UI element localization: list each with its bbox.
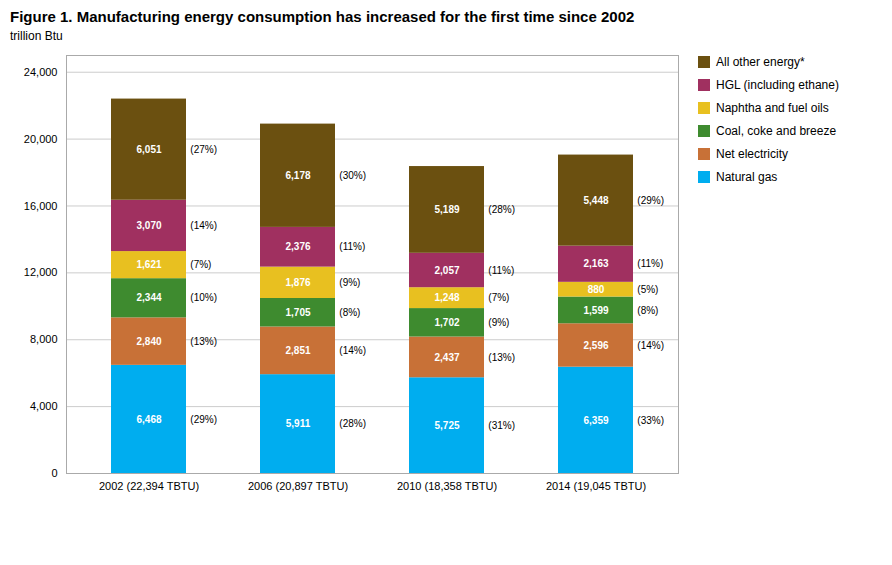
html-text:All other energy*: All other energy* xyxy=(716,55,805,69)
svg-text:1,621: 1,621 xyxy=(136,259,161,270)
svg-text:16,000: 16,000 xyxy=(24,200,58,212)
svg-text:2,344: 2,344 xyxy=(136,292,161,303)
svg-text:(8%): (8%) xyxy=(637,305,658,316)
svg-text:2,437: 2,437 xyxy=(434,352,459,363)
svg-text:6,178: 6,178 xyxy=(285,170,310,181)
svg-text:6,051: 6,051 xyxy=(136,144,161,155)
html-text:Coal, coke and breeze: Coal, coke and breeze xyxy=(716,124,837,138)
svg-text:(14%): (14%) xyxy=(637,340,664,351)
svg-text:2014 (19,045 TBTU): 2014 (19,045 TBTU) xyxy=(546,480,646,492)
svg-text:(13%): (13%) xyxy=(190,336,217,347)
svg-text:6,359: 6,359 xyxy=(583,415,608,426)
svg-text:(14%): (14%) xyxy=(339,345,366,356)
html-text:Net electricity: Net electricity xyxy=(716,147,788,161)
svg-text:2,851: 2,851 xyxy=(285,345,310,356)
svg-text:24,000: 24,000 xyxy=(24,66,58,78)
svg-text:2,596: 2,596 xyxy=(583,340,608,351)
svg-text:(11%): (11%) xyxy=(637,258,663,269)
svg-text:2,840: 2,840 xyxy=(136,336,161,347)
svg-text:1,599: 1,599 xyxy=(583,305,608,316)
svg-text:(9%): (9%) xyxy=(488,317,509,328)
svg-text:(30%): (30%) xyxy=(339,170,366,181)
svg-text:5,448: 5,448 xyxy=(583,195,608,206)
svg-text:(7%): (7%) xyxy=(190,259,211,270)
html-text:Naphtha and fuel oils: Naphtha and fuel oils xyxy=(716,101,829,115)
svg-text:3,070: 3,070 xyxy=(136,220,161,231)
svg-text:(11%): (11%) xyxy=(339,241,365,252)
svg-text:2,057: 2,057 xyxy=(434,265,459,276)
svg-text:(5%): (5%) xyxy=(637,284,658,295)
svg-text:(31%): (31%) xyxy=(488,420,515,431)
svg-text:(28%): (28%) xyxy=(339,418,366,429)
html-text:HGL (including ethane): HGL (including ethane) xyxy=(716,78,839,92)
html-text:trillion Btu: trillion Btu xyxy=(10,29,63,43)
svg-text:2,163: 2,163 xyxy=(583,258,608,269)
svg-text:(13%): (13%) xyxy=(488,352,515,363)
svg-text:0: 0 xyxy=(51,467,57,479)
svg-text:1,702: 1,702 xyxy=(434,317,459,328)
svg-text:5,911: 5,911 xyxy=(286,418,311,429)
svg-text:8,000: 8,000 xyxy=(30,333,58,345)
svg-text:(33%): (33%) xyxy=(637,415,664,426)
svg-text:(11%): (11%) xyxy=(488,265,514,276)
svg-text:1,248: 1,248 xyxy=(434,292,459,303)
svg-text:5,189: 5,189 xyxy=(434,204,459,215)
svg-text:2010 (18,358 TBTU): 2010 (18,358 TBTU) xyxy=(397,480,497,492)
svg-text:(14%): (14%) xyxy=(190,220,217,231)
svg-text:6,468: 6,468 xyxy=(136,414,161,425)
svg-text:(8%): (8%) xyxy=(339,307,360,318)
svg-text:(10%): (10%) xyxy=(190,292,217,303)
svg-text:20,000: 20,000 xyxy=(24,133,58,145)
svg-text:4,000: 4,000 xyxy=(30,400,58,412)
svg-text:1,705: 1,705 xyxy=(285,307,310,318)
svg-text:880: 880 xyxy=(588,284,605,295)
svg-text:(28%): (28%) xyxy=(488,204,515,215)
svg-text:2,376: 2,376 xyxy=(285,241,310,252)
html-text:Natural gas: Natural gas xyxy=(716,170,778,184)
svg-text:(29%): (29%) xyxy=(190,414,217,425)
svg-text:12,000: 12,000 xyxy=(24,266,58,278)
svg-text:5,725: 5,725 xyxy=(434,420,459,431)
svg-text:(29%): (29%) xyxy=(637,195,664,206)
svg-text:1,876: 1,876 xyxy=(285,277,310,288)
svg-text:(9%): (9%) xyxy=(339,277,360,288)
svg-text:2006 (20,897 TBTU): 2006 (20,897 TBTU) xyxy=(248,480,348,492)
svg-text:2002 (22,394 TBTU): 2002 (22,394 TBTU) xyxy=(99,480,199,492)
svg-text:(27%): (27%) xyxy=(190,144,217,155)
html-text:Figure 1. Manufacturing energy: Figure 1. Manufacturing energy consumpti… xyxy=(10,8,635,25)
svg-text:(7%): (7%) xyxy=(488,292,509,303)
